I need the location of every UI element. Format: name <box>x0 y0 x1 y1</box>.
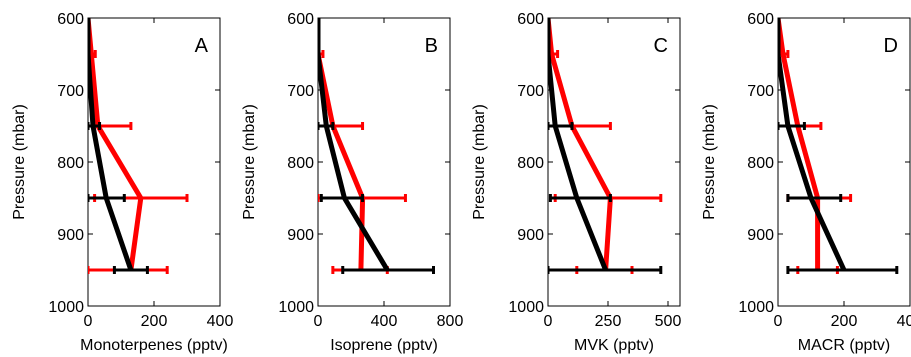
panel-letter: B <box>425 35 438 57</box>
y-axis-label: Pressure (mbar) <box>471 104 488 220</box>
y-tick-label: 800 <box>57 155 84 172</box>
y-tick-label: 700 <box>57 83 84 100</box>
y-tick-label: 1000 <box>738 299 774 316</box>
data-layer <box>88 18 189 274</box>
x-tick-label: 200 <box>831 313 858 330</box>
y-tick-label: 800 <box>747 155 774 172</box>
y-tick-label: 1000 <box>508 299 544 316</box>
x-tick-label: 250 <box>595 313 622 330</box>
series-red <box>548 18 663 274</box>
x-tick-label: 0 <box>774 313 783 330</box>
series-black <box>88 18 149 274</box>
profile-line <box>548 18 608 271</box>
y-tick-label: 900 <box>57 227 84 244</box>
series-black <box>318 18 435 274</box>
y-tick-label: 900 <box>287 227 314 244</box>
y-tick-label: 800 <box>287 155 314 172</box>
x-axis-label: Monoterpenes (pptv) <box>80 337 228 354</box>
data-layer <box>778 18 899 274</box>
panel-letter: C <box>654 35 668 57</box>
series-black <box>548 18 663 274</box>
x-tick-label: 0 <box>84 313 93 330</box>
plot-frame <box>87 17 221 307</box>
y-tick-label: 700 <box>517 83 544 100</box>
series-red <box>88 18 189 274</box>
y-tick-label: 600 <box>287 11 314 28</box>
series-red <box>778 18 853 274</box>
panel-letter: A <box>195 35 209 57</box>
data-layer <box>318 18 435 274</box>
x-tick-label: 0 <box>544 313 553 330</box>
profile-line <box>88 18 134 271</box>
y-axis-label: Pressure (mbar) <box>11 104 28 220</box>
x-tick-label: 400 <box>897 313 911 330</box>
y-axis-label: Pressure (mbar) <box>701 104 718 220</box>
x-tick-label: 800 <box>437 313 464 330</box>
x-tick-label: 500 <box>655 313 682 330</box>
x-tick-label: 400 <box>207 313 234 330</box>
series-black <box>778 18 899 274</box>
y-tick-label: 600 <box>57 11 84 28</box>
y-tick-label: 600 <box>517 11 544 28</box>
profile-line <box>318 18 390 272</box>
profile-line <box>318 18 366 271</box>
x-tick-label: 0 <box>314 313 323 330</box>
profile-line <box>778 18 821 270</box>
y-axis-label: Pressure (mbar) <box>241 104 258 220</box>
profile-line <box>778 18 847 272</box>
y-tick-label: 1000 <box>278 299 314 316</box>
x-axis-label: MACR (pptv) <box>798 337 890 354</box>
x-axis-label: MVK (pptv) <box>574 337 654 354</box>
y-tick-label: 700 <box>747 83 774 100</box>
y-tick-label: 700 <box>287 83 314 100</box>
x-axis-label: Isoprene (pptv) <box>330 337 438 354</box>
data-layer <box>548 18 663 274</box>
y-tick-label: 800 <box>517 155 544 172</box>
y-tick-label: 600 <box>747 11 774 28</box>
panel-letter: D <box>884 35 898 57</box>
y-tick-label: 1000 <box>48 299 84 316</box>
y-tick-label: 900 <box>517 227 544 244</box>
x-tick-label: 200 <box>141 313 168 330</box>
y-tick-label: 900 <box>747 227 774 244</box>
x-tick-label: 400 <box>371 313 398 330</box>
